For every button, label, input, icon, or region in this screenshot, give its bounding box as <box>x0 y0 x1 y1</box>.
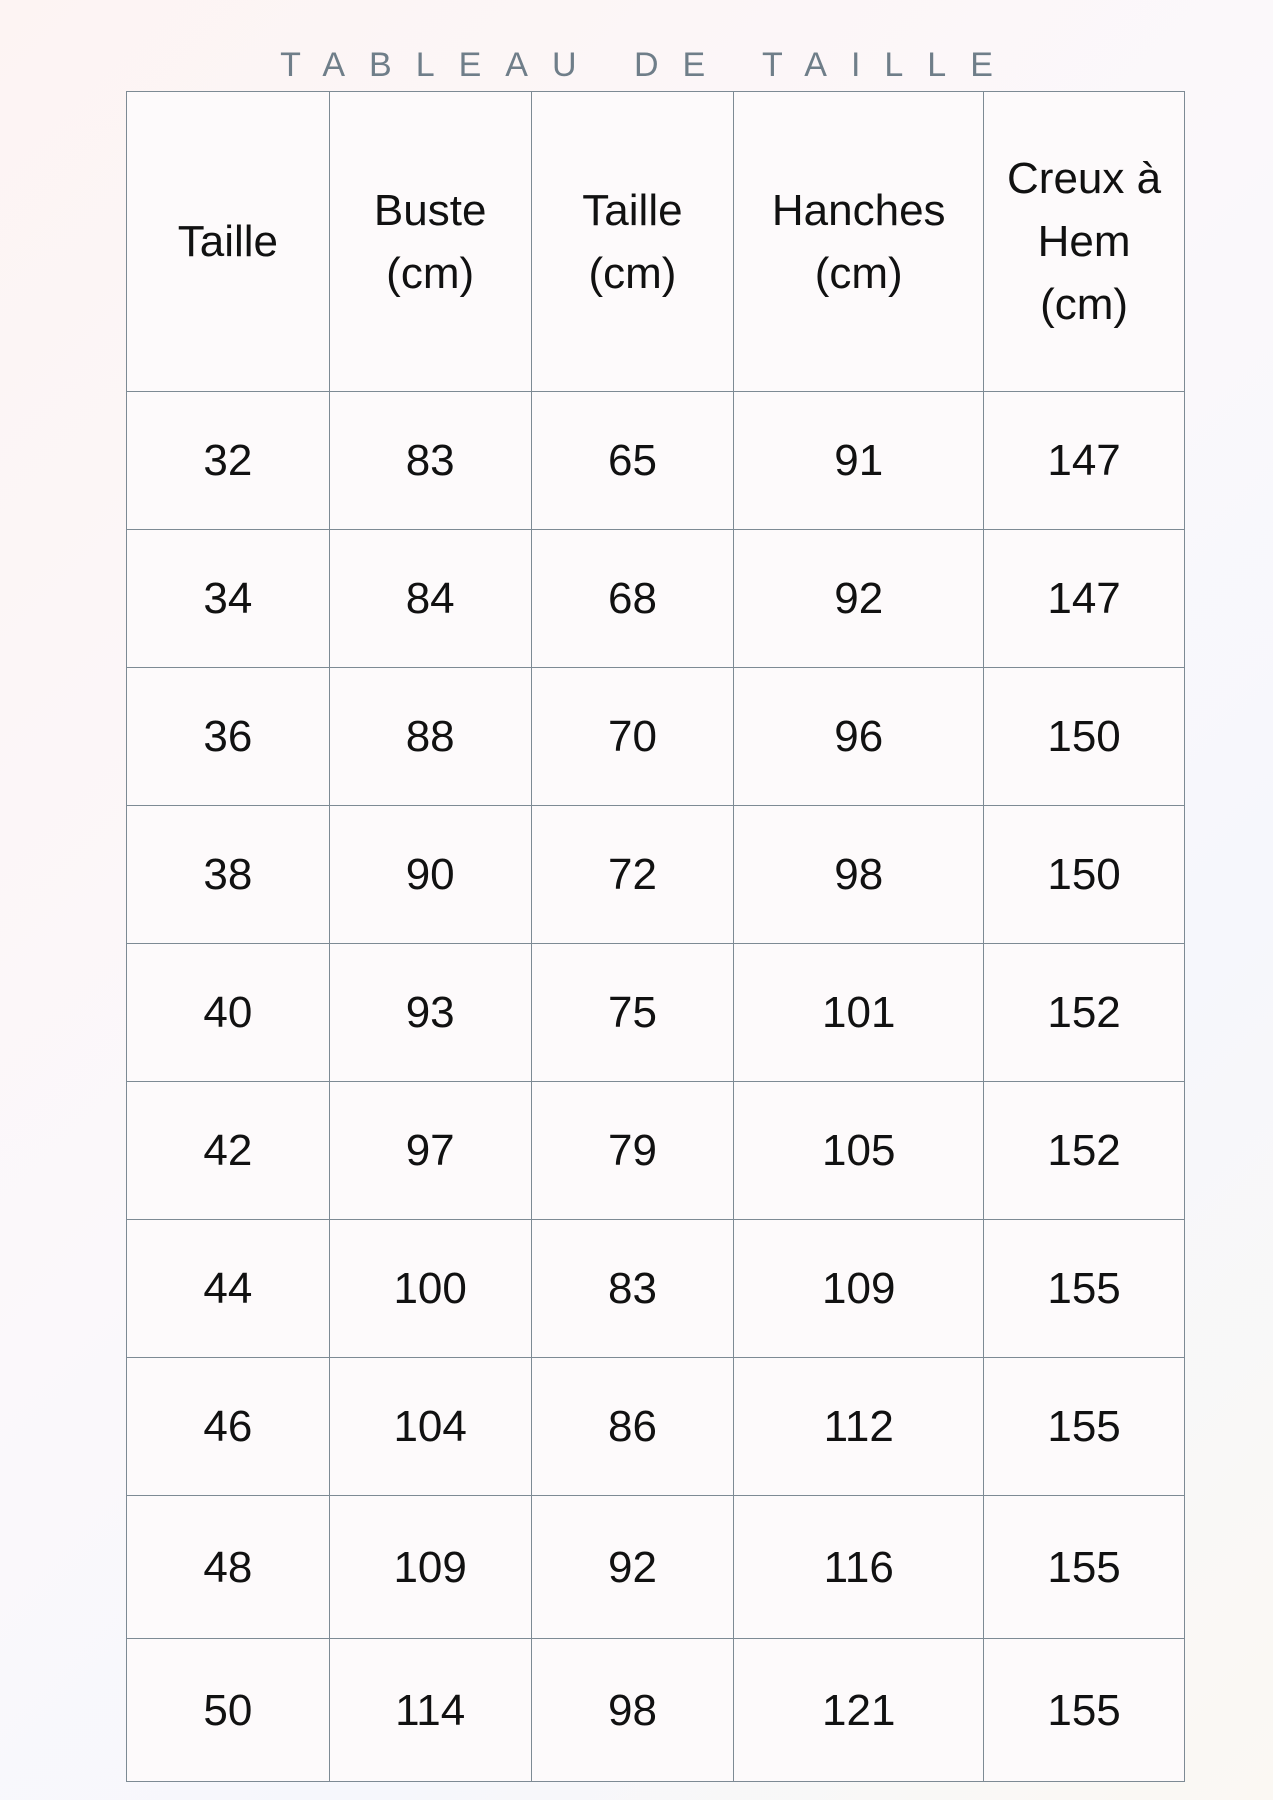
table-cell: 92 <box>733 529 985 668</box>
table-cell: 150 <box>983 805 1185 944</box>
column-header: Buste (cm) <box>328 91 532 392</box>
table-row: 38 90 72 98 150 <box>126 805 1185 944</box>
table-cell: 65 <box>530 391 735 530</box>
table-cell: 46 <box>126 1357 330 1496</box>
table-cell: 68 <box>530 529 735 668</box>
table-cell: 48 <box>126 1495 330 1639</box>
table-cell: 155 <box>983 1219 1185 1358</box>
table-cell: 152 <box>983 1081 1185 1220</box>
size-chart-table: Taille Buste (cm) Taille (cm) Hanches (cm) C… <box>126 91 1185 1782</box>
table-cell: 150 <box>983 667 1185 806</box>
table-cell: 116 <box>733 1495 985 1639</box>
table-cell: 38 <box>126 805 330 944</box>
table-cell: 36 <box>126 667 330 806</box>
column-header: Creux à Hem (cm) <box>983 91 1185 392</box>
table-cell: 100 <box>328 1219 532 1358</box>
table-cell: 155 <box>983 1638 1185 1782</box>
table-row: 36 88 70 96 150 <box>126 667 1185 806</box>
table-cell: 90 <box>328 805 532 944</box>
table-cell: 70 <box>530 667 735 806</box>
table-cell: 88 <box>328 667 532 806</box>
table-cell: 83 <box>530 1219 735 1358</box>
table-cell: 93 <box>328 943 532 1082</box>
table-row: 34 84 68 92 147 <box>126 529 1185 668</box>
table-cell: 83 <box>328 391 532 530</box>
table-cell: 44 <box>126 1219 330 1358</box>
column-header-label: Hanches (cm) <box>771 185 946 298</box>
column-header: Taille (cm) <box>530 91 735 392</box>
table-row: 44 100 83 109 155 <box>126 1219 1185 1358</box>
table-cell: 96 <box>733 667 985 806</box>
table-row: 50 114 98 121 155 <box>126 1638 1185 1782</box>
page-title: TABLEAU DE TAILLE <box>280 46 1017 84</box>
table-row: 46 104 86 112 155 <box>126 1357 1185 1496</box>
table-cell: 109 <box>733 1219 985 1358</box>
table-cell: 155 <box>983 1495 1185 1639</box>
table-cell: 98 <box>530 1638 735 1782</box>
column-header: Taille <box>126 91 330 392</box>
column-header-label: Buste (cm) <box>373 185 487 298</box>
header-row: Taille Buste (cm) Taille (cm) Hanches (cm) C… <box>126 91 1185 392</box>
table-cell: 32 <box>126 391 330 530</box>
table-cell: 101 <box>733 943 985 1082</box>
table-cell: 50 <box>126 1638 330 1782</box>
column-header: Hanches (cm) <box>733 91 985 392</box>
table-cell: 155 <box>983 1357 1185 1496</box>
table-row: 32 83 65 91 147 <box>126 391 1185 530</box>
table-cell: 79 <box>530 1081 735 1220</box>
table-cell: 104 <box>328 1357 532 1496</box>
table-cell: 34 <box>126 529 330 668</box>
table-cell: 42 <box>126 1081 330 1220</box>
table-cell: 114 <box>328 1638 532 1782</box>
table-cell: 75 <box>530 943 735 1082</box>
table-cell: 105 <box>733 1081 985 1220</box>
column-header-label: Creux à Hem (cm) <box>1007 154 1162 329</box>
table-cell: 84 <box>328 529 532 668</box>
table-cell: 147 <box>983 529 1185 668</box>
table-cell: 98 <box>733 805 985 944</box>
table-cell: 109 <box>328 1495 532 1639</box>
table-cell: 97 <box>328 1081 532 1220</box>
table-cell: 86 <box>530 1357 735 1496</box>
column-header-label: Taille <box>177 217 279 266</box>
table-cell: 152 <box>983 943 1185 1082</box>
table-cell: 40 <box>126 943 330 1082</box>
table-cell: 112 <box>733 1357 985 1496</box>
table-cell: 147 <box>983 391 1185 530</box>
table-cell: 121 <box>733 1638 985 1782</box>
column-header-label: Taille (cm) <box>582 185 683 298</box>
table-row: 40 93 75 101 152 <box>126 943 1185 1082</box>
table-cell: 91 <box>733 391 985 530</box>
table-cell: 92 <box>530 1495 735 1639</box>
table-cell: 72 <box>530 805 735 944</box>
table-row: 42 97 79 105 152 <box>126 1081 1185 1220</box>
table-row: 48 109 92 116 155 <box>126 1495 1185 1639</box>
